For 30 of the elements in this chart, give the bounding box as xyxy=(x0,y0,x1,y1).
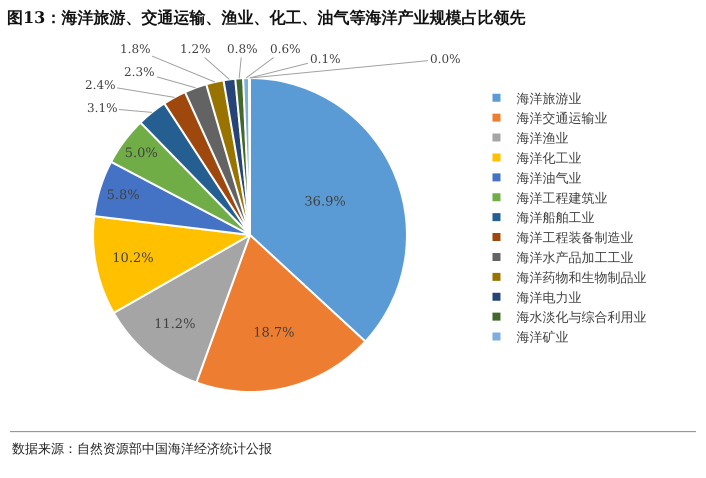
data-label: 5.0% xyxy=(124,146,158,162)
legend-label: 海洋船舶工业 xyxy=(516,211,594,226)
data-label: 1.8% xyxy=(120,42,150,56)
legend-label: 海洋工程装备制造业 xyxy=(516,231,634,246)
legend-label: 海洋工程建筑业 xyxy=(516,191,608,206)
data-label: 0.1% xyxy=(310,52,340,66)
legend-label: 海洋油气业 xyxy=(516,171,582,186)
data-label: 11.2% xyxy=(154,316,196,332)
data-label: 0.6% xyxy=(270,42,300,56)
data-label: 36.9% xyxy=(304,194,346,210)
data-label: 2.3% xyxy=(124,65,154,79)
chart-title: 图13：海洋旅游、交通运输、渔业、化工、油气等海洋产业规模占比领先 xyxy=(7,8,526,28)
legend-label: 海洋药物和生物制品业 xyxy=(516,270,646,286)
data-label: 18.7% xyxy=(253,326,295,341)
text: 0.0% xyxy=(430,52,460,66)
legend-label: 海洋矿业 xyxy=(516,330,568,346)
legend-label: 海洋渔业 xyxy=(516,132,568,147)
data-label: 3.1% xyxy=(87,101,118,115)
legend-label: 海洋交通运输业 xyxy=(516,110,608,127)
legend-label: 海洋电力业 xyxy=(516,290,582,306)
source-note: 数据来源：自然资源部中国海洋经济统计公报 xyxy=(12,442,272,457)
data-label: 10.2% xyxy=(112,251,154,266)
data-label: 1.2% xyxy=(180,42,210,56)
data-label: 5.8% xyxy=(106,188,140,203)
legend-label: 海洋化工业 xyxy=(516,152,582,167)
data-label: 2.4% xyxy=(85,78,116,92)
legend-label: 海水淡化与综合利用业 xyxy=(516,310,646,326)
legend-label: 海洋旅游业 xyxy=(516,92,582,107)
data-label: 0.8% xyxy=(227,42,258,56)
legend-label: 海洋水产品加工工业 xyxy=(516,251,634,266)
